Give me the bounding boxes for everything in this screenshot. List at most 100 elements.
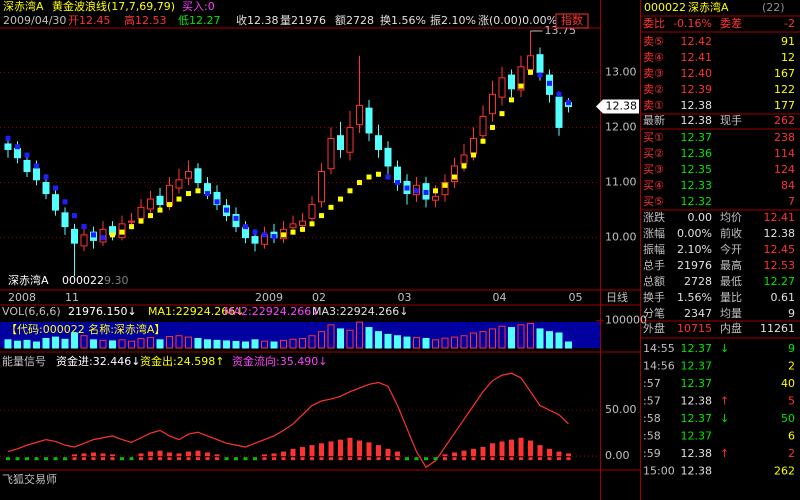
flow-dot: [528, 457, 533, 461]
quote-stat: 额2728: [335, 14, 374, 27]
volume-bar: [441, 337, 449, 349]
wave-dot: [176, 196, 182, 202]
period: 日线: [606, 290, 628, 304]
candle-body: [33, 168, 40, 181]
candle-body: [242, 227, 249, 239]
wave-dot: [81, 224, 87, 230]
legend: MA2:22924.266↓: [224, 305, 320, 318]
name: 深赤湾A: [688, 0, 729, 14]
wave-dot: [62, 199, 68, 205]
quote-cell: 12.41: [681, 51, 713, 64]
flow-bar: [319, 443, 324, 457]
candle-body: [80, 234, 88, 247]
tick-price: 12.38: [681, 395, 713, 408]
quote-stat: 振2.10%: [430, 13, 476, 27]
volume-bar: [498, 325, 506, 349]
code-label: 000022: [62, 274, 104, 287]
flow-bar: [176, 453, 182, 457]
tick-price: 12.37: [681, 430, 713, 443]
flow-bar: [186, 451, 191, 457]
candle-body: [536, 54, 544, 73]
flow-dot: [82, 457, 86, 461]
flow-dot: [395, 457, 400, 461]
indicator-name: 黄金波浪线(17,7,69,79): [52, 0, 175, 13]
quote-cell: 买③: [643, 163, 664, 176]
candle-body: [318, 171, 325, 203]
code: 000022: [644, 1, 686, 14]
index-button[interactable]: 指数: [561, 13, 583, 27]
quote-cell: 9: [788, 307, 795, 320]
volume-bar: [460, 335, 468, 349]
wave-dot: [100, 235, 106, 241]
flow-dot: [177, 457, 181, 461]
quote-cell: 买⑤: [643, 195, 664, 208]
tick-arrow: ↑: [720, 395, 729, 408]
tick-time: :59: [643, 447, 661, 460]
volume-bar: [289, 338, 297, 349]
volume-bar: [489, 328, 496, 349]
tick-price: 12.38: [681, 465, 713, 478]
flow-dot: [262, 457, 267, 461]
candle-body: [289, 223, 297, 229]
flow-dot: [376, 457, 381, 461]
flow-dot: [53, 457, 58, 461]
quote-cell: 1.56%: [677, 291, 712, 304]
wave-dot: [214, 199, 220, 205]
volume-bar: [128, 340, 135, 349]
candle-body: [384, 147, 392, 167]
flow-dot: [167, 457, 172, 461]
flow-bar: [148, 451, 153, 457]
volume-bar: [90, 339, 97, 349]
tick-arrow: ↓: [720, 412, 729, 425]
quote-cell: 买④: [643, 179, 664, 192]
flow-bar: [547, 448, 552, 457]
quote-stat: 涨(0.00)0.00%: [478, 14, 557, 27]
flow-bar: [100, 453, 106, 457]
volume-bar: [109, 340, 116, 349]
wave-dot: [91, 232, 96, 238]
candle-body: [251, 236, 259, 244]
candle-body: [517, 66, 525, 91]
flow-dot: [253, 457, 257, 461]
flow-bar: [566, 453, 571, 457]
volume-bar: [23, 339, 31, 349]
volume-bar: [42, 337, 50, 349]
quote-cell: 2728: [684, 275, 712, 288]
quote-cell: 换手: [643, 290, 665, 304]
quote-cell: 12.36: [681, 147, 713, 160]
volume-bar: [270, 341, 278, 349]
volume-bar: [308, 335, 316, 349]
candle-body: [356, 104, 363, 126]
quote-cell: 买①: [643, 131, 664, 144]
quote-cell: 262: [774, 114, 795, 127]
wave-dot: [461, 163, 467, 169]
volume-bar: [137, 337, 145, 349]
quote-cell: 12.32: [681, 195, 713, 208]
flow-dot: [15, 457, 20, 461]
quote-cell: -2: [784, 17, 795, 30]
y-tick-label: 13.00: [605, 65, 637, 78]
flow-dot: [481, 457, 485, 461]
quote-cell: 分笔: [643, 306, 665, 320]
index-button-bg: [555, 13, 589, 29]
candle-body: [23, 159, 31, 173]
candle-body: [61, 212, 69, 228]
wave-dot: [480, 138, 486, 144]
flow-dot: [538, 457, 542, 461]
volume-bar: [565, 341, 572, 349]
quote-cell: 卖③: [643, 67, 664, 80]
candle-body: [299, 220, 306, 227]
candle-body: [527, 55, 534, 71]
flow-dot: [500, 457, 504, 461]
quote-cell: 12.33: [681, 179, 713, 192]
flow-dot: [367, 457, 371, 461]
volume-bar: [204, 339, 211, 349]
quote-stat: 换1.56%: [380, 13, 426, 27]
flow-dot: [120, 457, 124, 461]
candle-body: [128, 220, 135, 223]
flow-dot: [319, 457, 324, 461]
flow-dot: [6, 457, 10, 461]
volume-bar: [33, 341, 40, 349]
flow-dot: [424, 457, 428, 461]
